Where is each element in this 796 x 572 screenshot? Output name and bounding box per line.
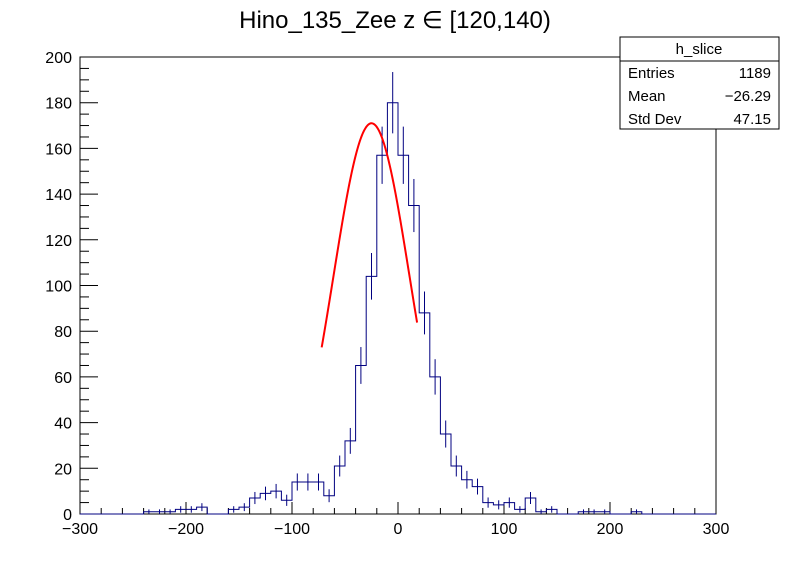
y-tick-label: 180 <box>45 96 72 113</box>
x-tick-label: 200 <box>597 521 624 538</box>
stats-entries-value: 1189 <box>739 65 771 82</box>
stats-mean-label: Mean <box>628 88 666 105</box>
x-tick-label: −100 <box>274 521 310 538</box>
histogram-step-line <box>80 102 716 515</box>
stats-entries-label: Entries <box>628 65 675 82</box>
histogram-error-bars <box>148 72 637 514</box>
y-tick-label: 60 <box>54 370 72 387</box>
stats-box-title: h_slice <box>676 41 723 58</box>
gaussian-fit-curve <box>320 122 419 348</box>
y-tick-label: 0 <box>63 507 72 524</box>
stats-box: h_slice Entries 1189 Mean −26.29 Std Dev… <box>619 36 780 130</box>
y-axis: 0 20 40 60 80 100 120 140 160 180 200 <box>45 50 98 524</box>
stats-mean-value: −26.29 <box>725 88 771 105</box>
stats-stddev-label: Std Dev <box>628 111 682 128</box>
stats-box-frame <box>619 36 780 130</box>
stats-stddev-value: 47.15 <box>733 111 771 128</box>
y-tick-label: 160 <box>45 141 72 158</box>
y-tick-label: 140 <box>45 187 72 204</box>
x-tick-label: 300 <box>703 521 730 538</box>
y-tick-label: 100 <box>45 279 72 296</box>
x-tick-label: −300 <box>62 521 98 538</box>
y-tick-label: 40 <box>54 416 72 433</box>
y-tick-label: 80 <box>54 324 72 341</box>
y-tick-label: 20 <box>54 461 72 478</box>
y-tick-label: 120 <box>45 233 72 250</box>
x-tick-label: −200 <box>168 521 204 538</box>
x-tick-label: 0 <box>394 521 403 538</box>
x-axis: −300 −200 −100 0 100 200 300 <box>62 502 729 538</box>
y-tick-label: 200 <box>45 50 72 67</box>
chart-title: Hino_135_Zee z ∈ [120,140) <box>239 7 551 34</box>
x-tick-label: 100 <box>491 521 518 538</box>
